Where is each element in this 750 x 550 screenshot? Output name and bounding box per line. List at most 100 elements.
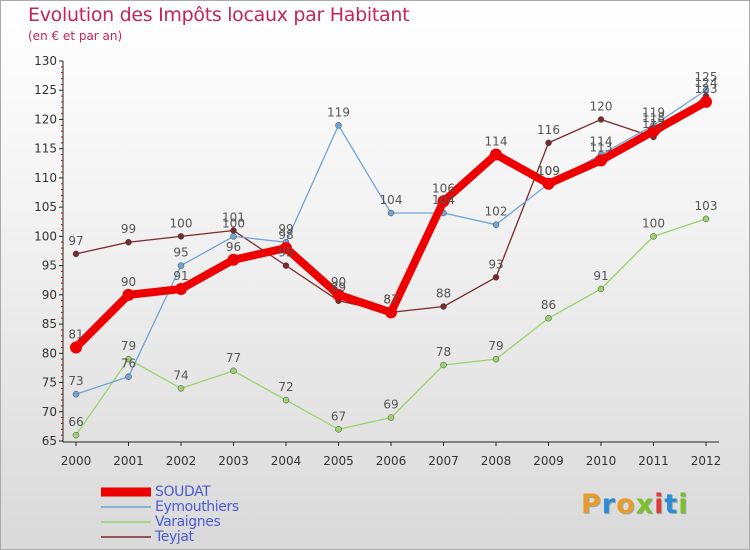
data-point-varaignes — [545, 314, 552, 322]
data-point-eymouthiers — [125, 373, 132, 380]
logo-letter: r — [601, 489, 617, 520]
data-label-soudat: 96 — [226, 240, 241, 254]
data-label-eymouthiers: 119 — [327, 105, 350, 119]
x-tick-label: 2000 — [61, 454, 92, 468]
data-point-varaignes — [387, 414, 395, 421]
data-point-eymouthiers — [230, 233, 237, 240]
data-point-soudat — [700, 95, 712, 108]
data-label-eymouthiers: 73 — [68, 374, 83, 388]
data-label-soudat: 113 — [590, 140, 613, 154]
data-label-eymouthiers: 119 — [642, 105, 665, 119]
x-tick-label: 2008 — [481, 454, 512, 468]
data-point-soudat — [332, 288, 345, 301]
y-tick-label: 110 — [34, 171, 57, 185]
data-label-teyjat: 99 — [121, 222, 136, 236]
data-label-eymouthiers: 125 — [695, 70, 718, 84]
y-tick-label: 75 — [42, 376, 57, 390]
data-label-varaignes: 72 — [278, 380, 293, 394]
data-label-soudat: 90 — [121, 275, 136, 289]
chart-title: Evolution des Impôts locaux par Habitant — [28, 4, 410, 26]
data-point-teyjat — [177, 233, 185, 240]
data-point-teyjat — [492, 274, 500, 281]
data-label-eymouthiers: 102 — [485, 205, 508, 219]
legend-label-eymouthiers: Eymouthiers — [155, 499, 239, 515]
data-label-eymouthiers: 104 — [432, 193, 455, 207]
x-tick-label: 2003 — [218, 454, 249, 468]
data-label-soudat: 123 — [695, 82, 718, 96]
proxiti-logo: Proxiti — [581, 489, 689, 520]
data-point-varaignes — [72, 431, 80, 439]
data-label-soudat: 87 — [383, 292, 398, 306]
y-tick-label: 80 — [42, 346, 57, 360]
data-label-varaignes: 69 — [383, 398, 398, 412]
y-tick-label: 70 — [42, 405, 57, 419]
data-label-varaignes: 79 — [121, 339, 136, 353]
data-point-varaignes — [492, 355, 500, 363]
data-point-varaignes — [440, 361, 447, 369]
y-tick-label: 65 — [42, 434, 57, 448]
data-point-soudat — [595, 154, 607, 167]
data-label-eymouthiers: 100 — [222, 216, 245, 230]
data-label-eymouthiers: 95 — [173, 246, 188, 260]
y-tick-label: 100 — [34, 229, 57, 243]
data-point-teyjat — [125, 238, 132, 246]
data-label-soudat: 91 — [173, 269, 188, 283]
legend-swatch-eymouthiers — [101, 506, 151, 508]
x-tick-label: 2004 — [271, 454, 302, 468]
y-tick-label: 95 — [42, 259, 57, 273]
data-label-soudat: 114 — [485, 135, 508, 149]
legend-label-varaignes: Varaignes — [155, 514, 221, 530]
data-label-varaignes: 74 — [173, 368, 188, 382]
x-tick-label: 2011 — [638, 454, 669, 468]
data-point-soudat — [175, 283, 187, 295]
data-label-eymouthiers: 114 — [590, 135, 613, 149]
data-label-teyjat: 93 — [488, 257, 503, 271]
data-point-teyjat — [440, 303, 447, 310]
logo-letter: o — [616, 489, 636, 520]
logo-letter: x — [635, 489, 655, 520]
data-label-varaignes: 86 — [541, 298, 556, 312]
data-label-eymouthiers: 104 — [380, 193, 403, 207]
data-label-teyjat: 97 — [68, 234, 83, 248]
data-label-varaignes: 91 — [593, 269, 608, 283]
y-tick-label: 125 — [34, 83, 57, 97]
data-label-teyjat: 89 — [331, 281, 346, 295]
logo-letter: t — [664, 489, 679, 520]
data-label-eymouthiers: 76 — [121, 357, 136, 371]
legend-label-teyjat: Teyjat — [155, 529, 194, 545]
data-label-varaignes: 66 — [68, 415, 83, 429]
data-label-eymouthiers: 99 — [278, 222, 293, 236]
y-tick-label: 130 — [34, 54, 57, 68]
data-point-varaignes — [650, 233, 657, 240]
data-point-varaignes — [282, 396, 290, 404]
data-label-varaignes: 100 — [642, 216, 665, 230]
x-tick-label: 2002 — [166, 454, 197, 468]
data-label-soudat: 98 — [278, 228, 293, 242]
legend-swatch-varaignes — [101, 521, 151, 523]
data-label-teyjat: 117 — [642, 117, 665, 131]
data-label-soudat: 118 — [642, 111, 665, 125]
data-label-teyjat: 101 — [222, 211, 245, 225]
data-point-varaignes — [702, 215, 710, 223]
y-tick-label: 85 — [42, 317, 57, 331]
data-point-eymouthiers — [387, 209, 395, 217]
legend-swatch-teyjat — [101, 536, 151, 538]
legend-label-soudat: SOUDAT — [155, 484, 211, 500]
data-point-eymouthiers — [335, 122, 342, 129]
data-label-teyjat: 124 — [695, 76, 718, 90]
data-point-eymouthiers — [72, 390, 80, 398]
data-point-soudat — [122, 288, 135, 301]
y-tick-label: 115 — [34, 142, 57, 156]
data-label-teyjat: 87 — [383, 292, 398, 306]
data-label-teyjat: 120 — [590, 99, 613, 113]
logo-letter: i — [678, 489, 689, 520]
data-label-varaignes: 67 — [331, 409, 346, 423]
logo-letter: i — [654, 489, 665, 520]
data-label-varaignes: 103 — [695, 199, 718, 213]
legend-swatch-soudat — [101, 487, 151, 497]
data-point-teyjat — [545, 139, 552, 147]
data-label-teyjat: 95 — [278, 246, 293, 260]
x-tick-label: 2007 — [428, 454, 459, 468]
